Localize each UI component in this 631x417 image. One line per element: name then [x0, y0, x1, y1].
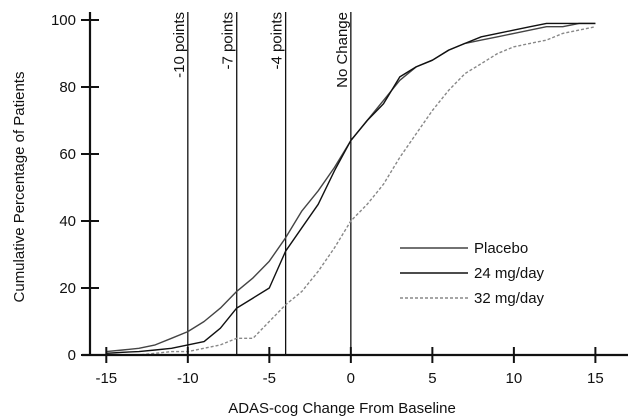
- reference-labels: -10 points -7 points -4 points No Change: [171, 12, 351, 88]
- x-tick-label: 5: [428, 370, 436, 387]
- x-tick-label: 0: [347, 370, 355, 387]
- y-tick-label: 60: [59, 146, 76, 163]
- x-tick-label: 10: [506, 370, 523, 387]
- tick-marks: [81, 19, 597, 363]
- x-tick-label: -10: [177, 370, 199, 387]
- reference-line-label: -4 points: [269, 12, 286, 70]
- reference-lines: [187, 12, 352, 355]
- reference-line-label: No Change: [334, 12, 351, 88]
- x-axis-label: ADAS-cog Change From Baseline: [228, 400, 456, 417]
- legend-label: 32 mg/day: [474, 290, 545, 307]
- y-tick-label: 40: [59, 213, 76, 230]
- legend-label: 24 mg/day: [474, 265, 545, 282]
- series-line: [106, 22, 596, 354]
- reference-line-label: -10 points: [171, 12, 188, 78]
- y-tick-label: 20: [59, 280, 76, 297]
- tick-labels: 0 20 40 60 80 100 -15 -10 -5 0 5 10 15: [51, 12, 604, 387]
- y-tick-label: 100: [51, 12, 76, 29]
- y-tick-label: 80: [59, 79, 76, 96]
- legend: Placebo 24 mg/day 32 mg/day: [400, 240, 545, 307]
- y-axis-label: Cumulative Percentage of Patients: [11, 72, 28, 303]
- x-tick-label: -5: [263, 370, 276, 387]
- reference-line-label: -7 points: [220, 12, 237, 70]
- axes: [82, 12, 628, 357]
- y-tick-label: 0: [68, 347, 76, 364]
- legend-label: Placebo: [474, 240, 528, 257]
- x-tick-label: -15: [95, 370, 117, 387]
- x-tick-label: 15: [587, 370, 604, 387]
